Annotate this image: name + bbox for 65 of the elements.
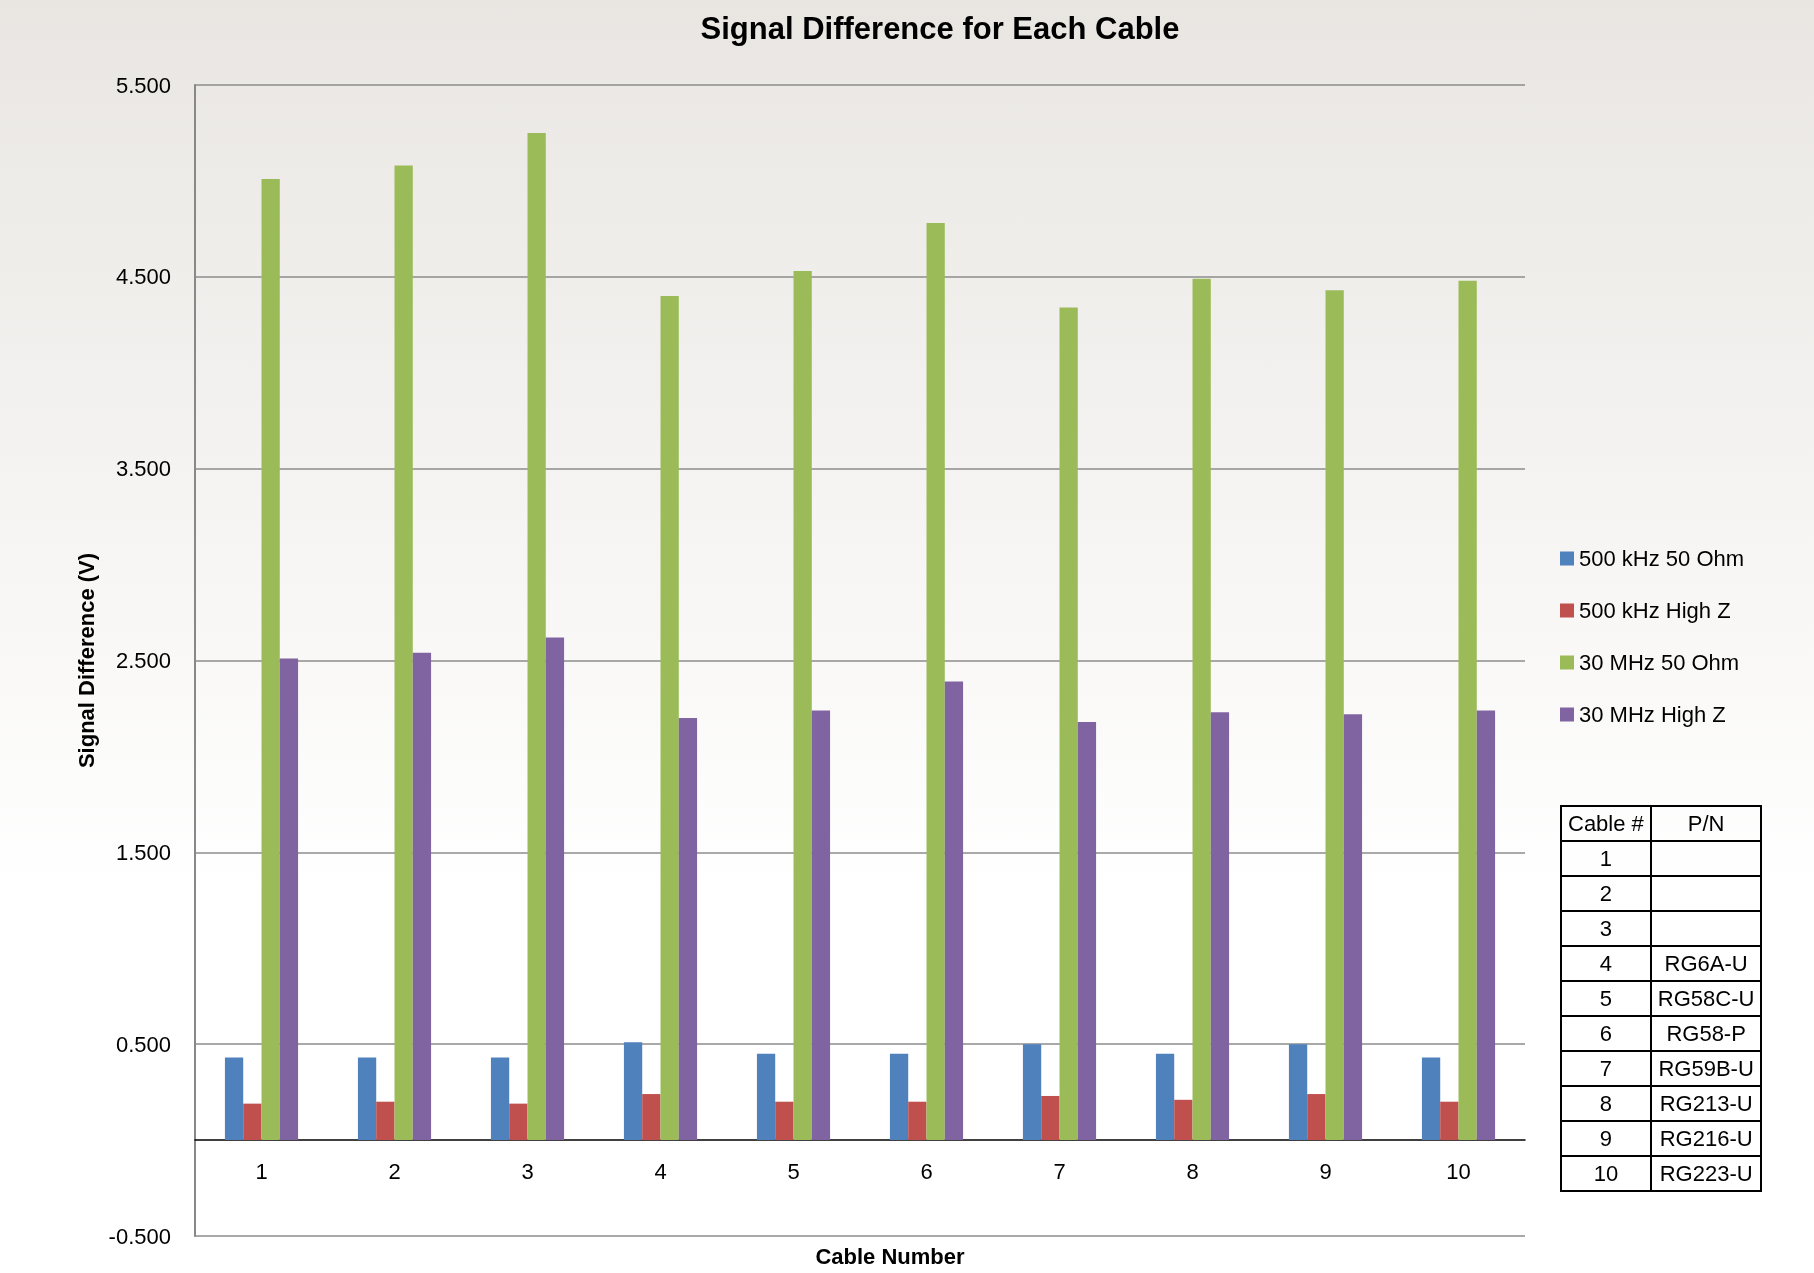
x-tick-label: 7 [1053, 1158, 1066, 1184]
bar [279, 658, 299, 1141]
bar [1476, 710, 1496, 1141]
x-tick-label: 10 [1446, 1158, 1471, 1184]
bar [394, 165, 413, 1141]
bar [545, 637, 565, 1141]
bar [1155, 1053, 1175, 1141]
cable-table: Cable # P/N 1 2 3 4 RG6A-U 5 RG58C-U 6 RG58-P 7 RG59B-U 8 RG213-U 9 RG216-U 10 RG223-U [1560, 805, 1763, 1192]
bar [412, 652, 432, 1141]
x-tick-label: 1 [255, 1158, 268, 1184]
y-tick-label: 2.500 [115, 648, 171, 673]
x-tick-label: 6 [920, 1158, 933, 1184]
bar [1343, 714, 1363, 1141]
bar [1421, 1057, 1441, 1141]
bar [889, 1053, 909, 1141]
y-tick-label: 3.500 [115, 456, 171, 482]
bar [1022, 1044, 1042, 1141]
bar [660, 296, 679, 1141]
y-tick-label: 4.500 [115, 264, 171, 290]
chart-title: Signal Difference for Each Cable [700, 11, 1180, 46]
legend-label: 30 MHz High Z [1579, 702, 1726, 727]
bar [261, 179, 280, 1141]
bar [926, 223, 945, 1141]
x-tick-label: 5 [787, 1158, 800, 1184]
bar [509, 1103, 528, 1141]
bar [642, 1094, 661, 1141]
legend-label: 30 MHz 50 Ohm [1579, 650, 1740, 675]
y-tick-label: 1.500 [115, 839, 171, 865]
bar [1077, 721, 1097, 1141]
bar [793, 271, 812, 1141]
bar [1288, 1044, 1308, 1141]
bar [756, 1053, 776, 1141]
x-tick-label: 2 [388, 1158, 401, 1184]
bar [775, 1101, 794, 1141]
bar [1192, 278, 1211, 1141]
bar [811, 710, 831, 1141]
bar [243, 1103, 262, 1141]
bar [623, 1042, 643, 1141]
y-tick-label: -0.500 [108, 1223, 171, 1249]
x-tick-label: 4 [654, 1158, 667, 1184]
bar [1210, 712, 1230, 1141]
bar [944, 681, 964, 1141]
bar [1059, 307, 1078, 1141]
bar [1041, 1095, 1060, 1141]
legend-label: 500 kHz 50 Ohm [1579, 546, 1745, 571]
bar [1307, 1094, 1326, 1141]
bar [1325, 290, 1344, 1141]
bar [1458, 280, 1477, 1141]
bar [1440, 1101, 1459, 1141]
x-tick-label: 3 [521, 1158, 534, 1184]
bar [224, 1057, 244, 1141]
bar [908, 1101, 927, 1141]
bar [527, 132, 546, 1141]
bar [678, 718, 698, 1141]
legend-label: 500 kHz High Z [1579, 598, 1731, 623]
bar [1174, 1099, 1193, 1141]
x-tick-label: 8 [1186, 1158, 1199, 1184]
bar [490, 1057, 510, 1141]
x-tick-label: 9 [1319, 1158, 1332, 1184]
bar [357, 1057, 377, 1141]
y-tick-label: 0.500 [115, 1031, 171, 1057]
bar [376, 1101, 395, 1141]
y-tick-label: 5.500 [115, 72, 171, 98]
x-axis-title: Cable Number [815, 1243, 965, 1269]
y-axis-title: Signal Difference (V) [74, 552, 100, 769]
